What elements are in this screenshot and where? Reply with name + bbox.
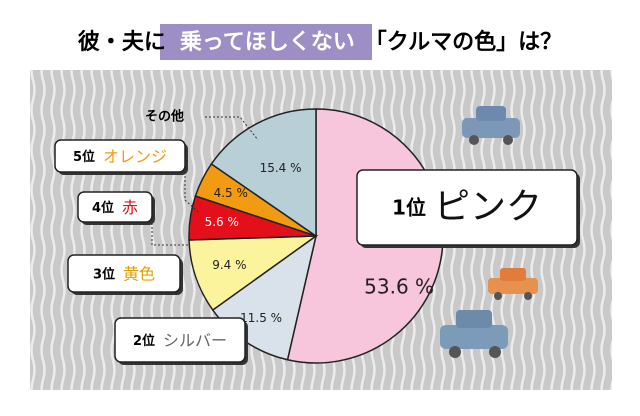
rank: 4位 bbox=[92, 200, 114, 216]
category: その他 bbox=[145, 109, 184, 125]
value-label: 5.6 % bbox=[205, 215, 239, 229]
title-part: 「クルマの色」は？ bbox=[365, 29, 562, 55]
value-label: 53.6 % bbox=[364, 275, 434, 299]
callout-box bbox=[356, 169, 578, 246]
callout-label: 2位 シルバー bbox=[133, 331, 227, 350]
rank: 1位 bbox=[392, 195, 426, 219]
value-label: 9.4 % bbox=[212, 258, 246, 272]
rank: 2位 bbox=[133, 333, 155, 349]
callout-label: 4位赤 bbox=[92, 198, 138, 217]
category: オレンジ bbox=[103, 147, 167, 166]
value-label: 4.5 % bbox=[214, 186, 248, 200]
rank: 5位 bbox=[73, 149, 95, 165]
title-text: 彼・夫に 乗ってほしくない 「クルマの色」は？ bbox=[78, 29, 562, 55]
car bbox=[440, 106, 538, 358]
pie-slice bbox=[210, 108, 317, 238]
title-highlight bbox=[160, 24, 372, 60]
leader-line bbox=[184, 156, 199, 213]
callout-label: 3位 黄色 bbox=[93, 264, 155, 283]
title-part: 乗ってほしくない bbox=[180, 30, 355, 55]
callout-box bbox=[54, 139, 186, 173]
rank: 3位 bbox=[93, 266, 115, 282]
category: 黄色 bbox=[123, 264, 155, 283]
callout-label: 1位 ピンク bbox=[392, 187, 542, 228]
callout-box bbox=[114, 317, 246, 363]
value-label: 11.5 % bbox=[240, 311, 282, 325]
title: 彼・夫に 乗ってほしくない 「クルマの色」は？ bbox=[78, 24, 562, 60]
callout-box bbox=[77, 191, 153, 223]
title-part: 彼・夫に bbox=[78, 29, 166, 55]
callout-label: 5位 オレンジ bbox=[73, 147, 167, 166]
category: 赤 bbox=[122, 198, 138, 217]
category: ピンク bbox=[434, 187, 542, 228]
callout-box bbox=[67, 254, 181, 293]
value-label: 15.4 % bbox=[260, 161, 302, 175]
category: シルバー bbox=[163, 331, 227, 350]
